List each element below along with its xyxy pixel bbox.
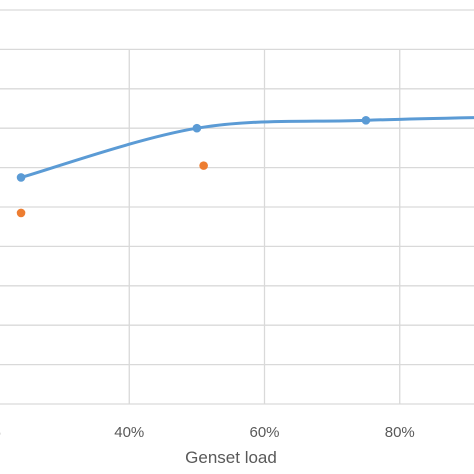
series-layer: [16, 116, 474, 218]
series-line: [20, 116, 474, 179]
line-point: [192, 123, 202, 133]
x-tick-label: 40%: [114, 424, 144, 441]
x-tick-label: 60%: [249, 424, 279, 441]
scatter-point: [199, 161, 208, 170]
x-tick-label: 80%: [385, 424, 415, 441]
x-axis-title: Genset load: [185, 448, 277, 467]
x-tick-label: %: [0, 424, 1, 441]
gridlines: [0, 9, 474, 405]
line-point: [361, 116, 371, 125]
x-tick-labels: % 40% 60% 80%: [0, 424, 415, 441]
scatter-point: [16, 208, 26, 218]
line-point: [16, 173, 26, 182]
